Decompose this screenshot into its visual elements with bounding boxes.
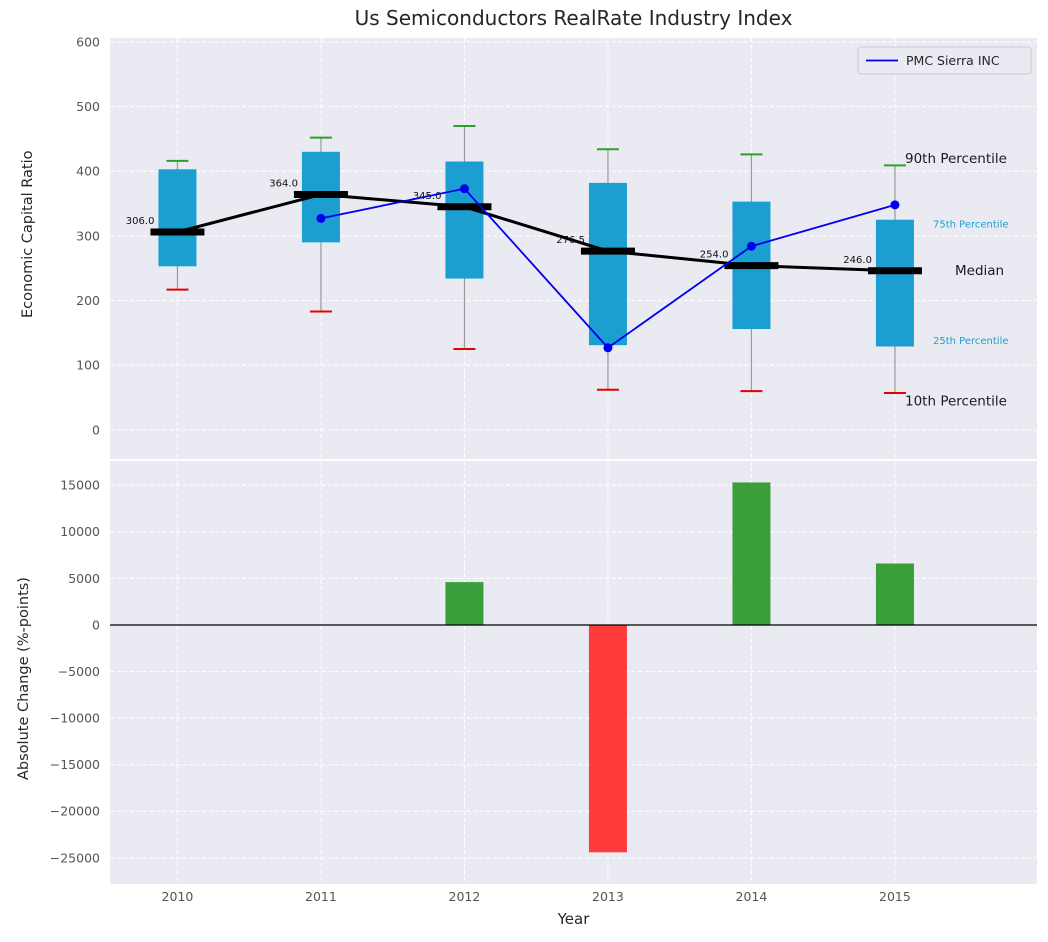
top-y-tick-label: 400 xyxy=(76,164,100,179)
iqr-box xyxy=(588,182,627,346)
median-value-label: 364.0 xyxy=(269,179,298,190)
x-axis-label: Year xyxy=(557,910,590,928)
series-marker xyxy=(890,200,900,210)
top-y-tick-label: 300 xyxy=(76,228,100,243)
legend: PMC Sierra INC xyxy=(857,46,1032,75)
top-y-tick-label: 0 xyxy=(92,422,100,437)
top-y-tick-label: 600 xyxy=(76,37,100,49)
iqr-box xyxy=(875,219,914,347)
iqr-box xyxy=(158,169,197,267)
percentile-annotation: 25th Percentile xyxy=(933,336,1009,347)
boxplot-panel: 0100200300400500600306.0364.0345.0276.52… xyxy=(76,37,1037,459)
top-y-tick-label: 500 xyxy=(76,99,100,114)
series-marker xyxy=(746,241,756,251)
series-marker xyxy=(316,213,326,223)
bottom-plot-background xyxy=(110,461,1037,884)
x-tick-label: 2014 xyxy=(736,889,768,904)
bar-chart-panel: −25000 −20000 −15000 −10000 −5000 0 5000 10000 1… xyxy=(50,461,1037,904)
top-y-tick-label: 200 xyxy=(76,293,100,308)
median-value-label: 306.0 xyxy=(126,216,155,227)
percentile-annotation: 75th Percentile xyxy=(933,220,1009,231)
bottom-y-tick-label: 10000 xyxy=(60,524,100,539)
percentile-annotation: 10th Percentile xyxy=(905,394,1007,410)
legend-label: PMC Sierra INC xyxy=(906,53,1000,68)
bottom-y-tick-label: −10000 xyxy=(50,711,100,726)
change-bar-2012 xyxy=(445,582,484,625)
bottom-y-tick-label: −25000 xyxy=(50,850,100,865)
median-value-label: 246.0 xyxy=(843,255,872,266)
x-tick-label: 2013 xyxy=(592,889,624,904)
change-bar-2013 xyxy=(588,624,627,853)
bottom-y-tick-label: 0 xyxy=(92,617,100,632)
bottom-y-tick-label: −5000 xyxy=(58,664,100,679)
x-tick-label: 2010 xyxy=(162,889,194,904)
top-y-tick-label: 100 xyxy=(76,358,100,373)
iqr-box xyxy=(445,161,484,279)
bottom-y-tick-label: −15000 xyxy=(50,757,100,772)
x-tick-label: 2011 xyxy=(305,889,337,904)
change-bar-2014 xyxy=(732,482,771,625)
box-2012 xyxy=(445,124,484,351)
percentile-annotation: 90th Percentile xyxy=(905,151,1007,167)
series-marker xyxy=(459,184,469,194)
bottom-y-tick-label: −20000 xyxy=(50,804,100,819)
bottom-y-tick-label: 15000 xyxy=(60,478,100,493)
x-tick-label: 2015 xyxy=(879,889,911,904)
change-bar-2015 xyxy=(875,563,914,625)
box-2015 xyxy=(875,164,914,395)
x-tick-label: 2012 xyxy=(449,889,481,904)
series-marker xyxy=(603,343,613,353)
percentile-annotation: Median xyxy=(955,263,1004,279)
chart-title: Us Semiconductors RealRate Industry Inde… xyxy=(354,6,793,30)
median-value-label: 254.0 xyxy=(700,250,729,261)
bottom-y-tick-label: 5000 xyxy=(68,571,100,586)
box-2010 xyxy=(158,159,197,291)
median-value-label: 276.5 xyxy=(556,235,585,246)
